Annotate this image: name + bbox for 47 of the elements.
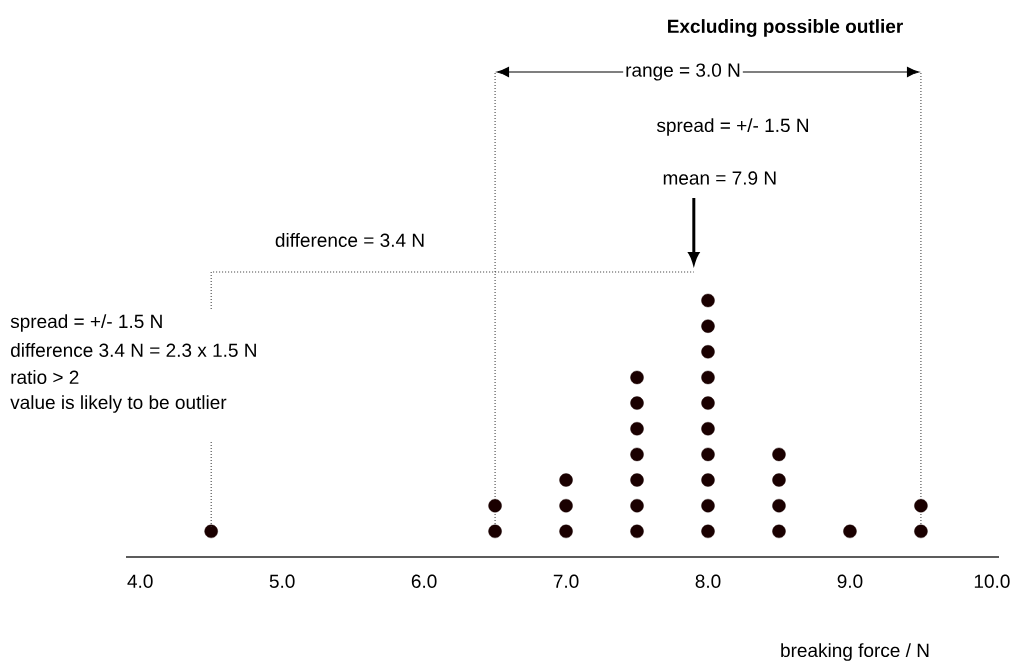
point (843, 524, 857, 539)
point (701, 319, 715, 333)
point (630, 524, 644, 539)
point (772, 524, 786, 539)
point (772, 499, 786, 513)
point (701, 370, 715, 385)
point (914, 499, 928, 513)
point (701, 499, 715, 513)
point (914, 524, 928, 539)
point (204, 524, 218, 539)
text: ratio > 2 (11, 370, 79, 384)
point (488, 499, 502, 513)
point (701, 396, 715, 410)
point (701, 447, 715, 462)
text: range = 3.0 N (626, 63, 740, 81)
annotation: difference 3.4 N = 2.3 x 1.5 N (11, 343, 256, 357)
point (772, 447, 786, 462)
point (488, 524, 502, 539)
point (701, 473, 715, 487)
point (701, 293, 715, 308)
annotation: spread = +/- 1.5 N (10, 314, 162, 332)
point (701, 524, 715, 539)
point (630, 396, 644, 410)
text: spread = +/- 1.5 N (656, 118, 809, 136)
point (630, 473, 644, 487)
point (630, 499, 644, 513)
chart-title: Excluding possible outlier (668, 19, 903, 37)
annotation: value is likely to be outlier (10, 395, 227, 413)
text: difference = 3.4 N (275, 233, 424, 247)
x-tick-label: 10.0 (974, 574, 1010, 588)
point (630, 422, 644, 436)
x-tick-label: 8.0 (695, 574, 721, 588)
x-axis-title: breaking force / N (781, 643, 929, 661)
point (772, 473, 786, 487)
x-tick-label: 5.0 (269, 574, 295, 588)
point (559, 499, 573, 513)
point (701, 345, 715, 359)
x-tick-label: 6.0 (411, 574, 437, 588)
text: mean = 7.9 N (663, 171, 776, 185)
x-tick-label: 9.0 (837, 574, 863, 588)
point (559, 473, 573, 487)
point (630, 447, 644, 462)
point (559, 524, 573, 539)
point (630, 370, 644, 385)
point (701, 422, 715, 436)
x-tick-label: 7.0 (553, 574, 579, 588)
x-tick-label: 4.0 (127, 574, 153, 588)
